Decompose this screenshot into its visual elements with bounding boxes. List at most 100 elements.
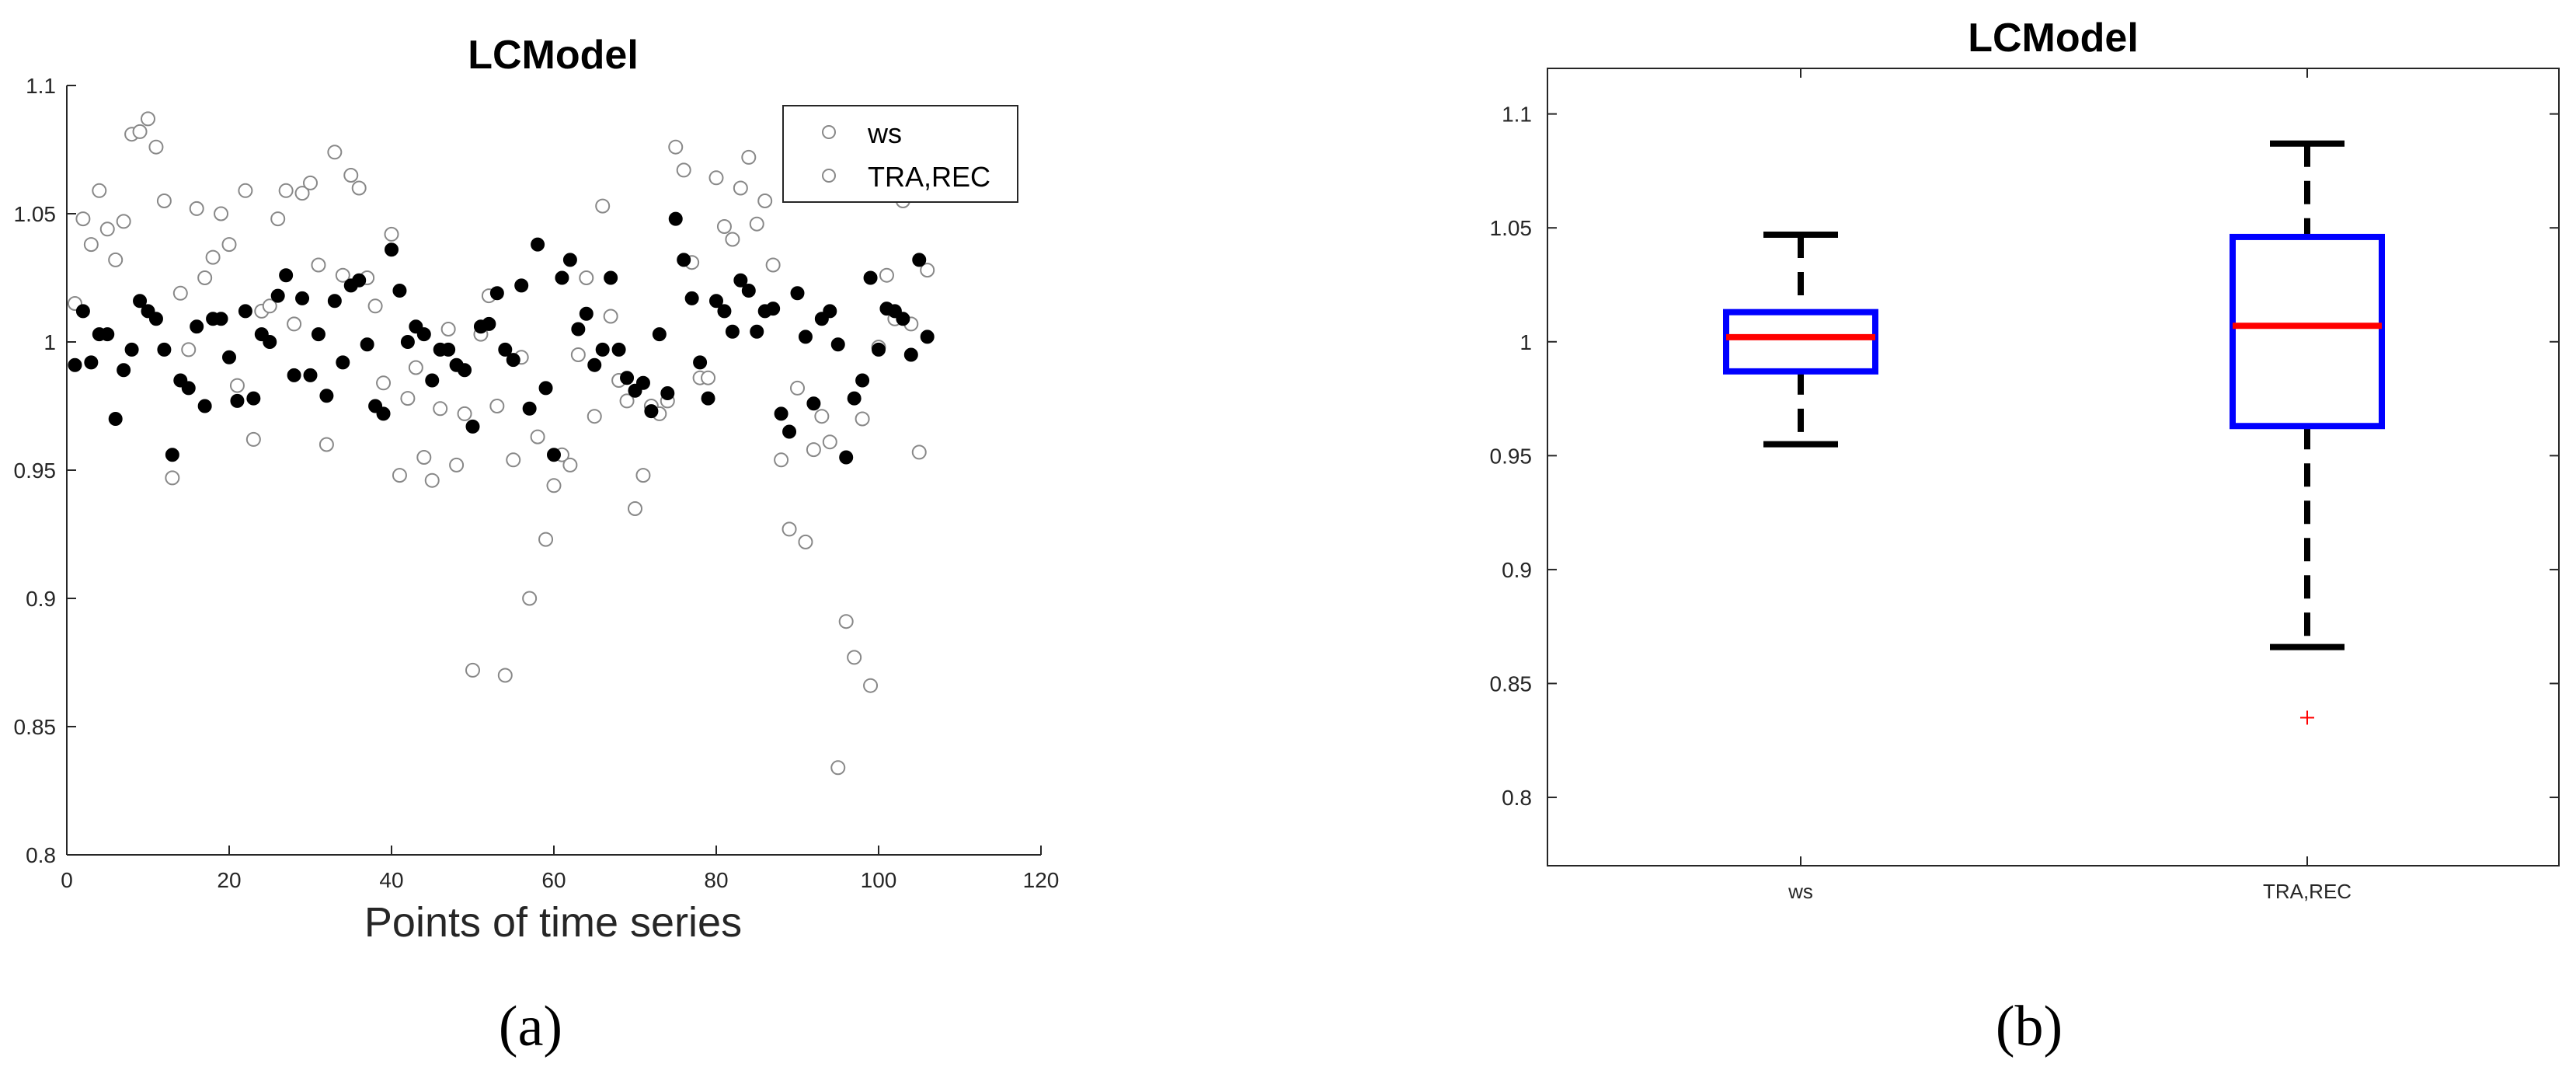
point-tra-rec — [424, 472, 440, 488]
point-tra-rec — [262, 298, 277, 314]
point-tra-rec — [351, 180, 367, 196]
point-tra-rec — [847, 650, 862, 665]
point-ws — [830, 337, 845, 352]
panel-label-a: (a) — [499, 995, 562, 1058]
point-ws — [311, 327, 325, 342]
scatter-legend: ws TRA,REC — [782, 105, 1018, 203]
point-tra-rec — [619, 393, 635, 409]
point-tra-rec — [440, 322, 456, 336]
point-ws — [441, 342, 456, 357]
point-ws — [660, 386, 675, 400]
boxplot-boxes — [1723, 140, 2385, 725]
legend-label-tra-rec: TRA,REC — [868, 161, 990, 193]
point-ws — [400, 335, 415, 349]
point-ws — [148, 312, 163, 326]
point-ws — [392, 284, 407, 298]
legend-box — [782, 105, 1018, 203]
point-tra-rec — [392, 468, 407, 483]
point-ws — [587, 357, 602, 372]
point-ws — [798, 330, 813, 344]
y-tick-label: 0.85 — [14, 715, 57, 739]
legend-marker-ws — [822, 125, 836, 139]
point-ws — [100, 327, 115, 342]
point-tra-rec — [814, 409, 830, 424]
point-tra-rec — [806, 442, 821, 458]
scatter-axes: 0 20 40 60 80 100 120 0.8 0.85 0.9 0.95 1 1.05 1.1 — [14, 74, 1060, 892]
x-tick-label: 120 — [1023, 868, 1060, 892]
y-tick-label: 1.05 — [1490, 216, 1533, 240]
point-tra-rec — [245, 431, 261, 447]
point-tra-rec — [214, 206, 229, 221]
point-ws — [750, 324, 764, 339]
point-tra-rec — [384, 226, 399, 242]
point-tra-rec — [270, 211, 286, 227]
point-ws — [604, 270, 618, 285]
point-ws — [181, 381, 196, 396]
scatter-x-label: Points of time series — [364, 899, 742, 946]
point-ws — [416, 327, 431, 342]
point-tra-rec — [741, 149, 757, 165]
point-ws — [717, 304, 732, 319]
iqr-box — [2230, 233, 2385, 430]
point-tra-rec — [197, 270, 213, 285]
point-tra-rec — [570, 347, 586, 362]
point-tra-rec — [716, 219, 732, 234]
point-ws — [766, 302, 781, 316]
point-ws — [514, 278, 529, 293]
x-tick-label: 80 — [704, 868, 728, 892]
point-ws — [263, 335, 277, 349]
panel-label-b: (b) — [1996, 995, 2063, 1058]
point-tra-rec — [408, 360, 423, 375]
point-ws — [709, 294, 723, 309]
point-ws — [124, 342, 139, 357]
point-tra-rec — [879, 267, 894, 283]
point-tra-rec — [132, 124, 148, 139]
point-tra-rec — [676, 162, 691, 178]
point-ws — [506, 353, 520, 368]
point-ws — [538, 381, 553, 396]
point-ws — [327, 294, 342, 309]
point-tra-rec — [335, 267, 350, 283]
point-ws — [579, 306, 594, 321]
point-tra-rec — [99, 221, 115, 237]
point-tra-rec — [457, 406, 472, 421]
point-ws — [190, 319, 204, 334]
point-ws — [571, 322, 586, 336]
point-ws — [425, 373, 440, 388]
point-ws — [84, 355, 99, 370]
point-tra-rec — [749, 216, 764, 232]
point-ws — [635, 375, 650, 390]
point-tra-rec — [278, 183, 294, 198]
point-tra-rec — [294, 186, 310, 201]
point-tra-rec — [538, 532, 554, 547]
point-tra-rec — [635, 468, 651, 483]
y-tick-label: 1.1 — [1502, 103, 1532, 127]
point-ws — [465, 419, 480, 434]
point-tra-rec — [725, 232, 740, 247]
legend-label-ws: ws — [867, 117, 902, 149]
point-ws — [352, 273, 367, 288]
point-ws — [336, 355, 350, 370]
point-ws — [733, 273, 748, 288]
point-tra-rec — [221, 237, 237, 253]
point-tra-rec — [489, 399, 505, 413]
point-ws — [522, 401, 537, 416]
point-ws — [385, 242, 399, 257]
point-tra-rec — [148, 139, 164, 155]
point-ws — [701, 391, 715, 406]
point-tra-rec — [449, 457, 465, 472]
point-tra-rec — [238, 183, 253, 198]
point-ws — [790, 286, 805, 301]
x-tick-label: 20 — [217, 868, 241, 892]
point-tra-rec — [75, 211, 91, 227]
point-ws — [855, 373, 870, 388]
point-tra-rec — [311, 257, 326, 273]
x-tick-label: 0 — [61, 868, 73, 892]
point-ws — [68, 357, 82, 372]
point-ws — [839, 450, 854, 465]
point-tra-rec — [708, 170, 724, 186]
point-tra-rec — [855, 411, 870, 427]
point-tra-rec — [367, 298, 383, 314]
point-ws — [222, 350, 236, 364]
y-tick-label: 1.05 — [14, 202, 57, 226]
